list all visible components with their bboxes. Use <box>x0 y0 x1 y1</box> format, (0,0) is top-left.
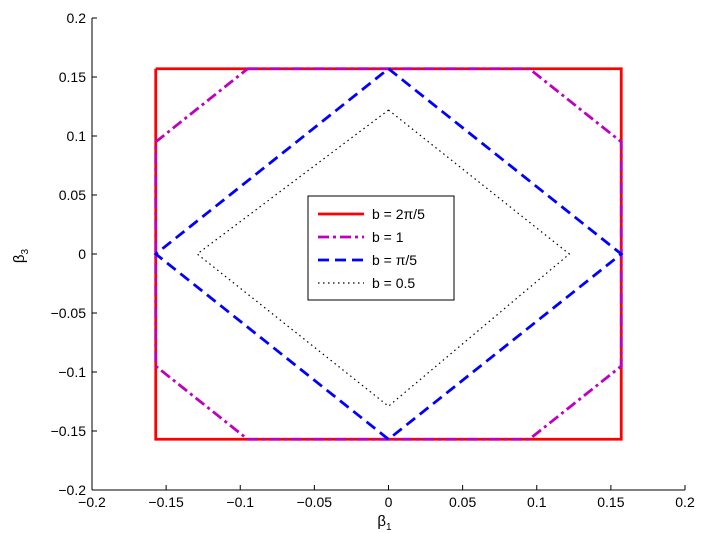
y-tick-label: −0.15 <box>51 423 87 439</box>
legend: b = 2π/5 b = 1 b = π/5 b = 0.5 <box>307 195 455 301</box>
x-tick-label: 0.2 <box>675 494 695 510</box>
series-line-3 <box>153 67 624 442</box>
y-tick-label: −0.2 <box>58 482 86 498</box>
y-axis-label: β3 <box>11 248 31 263</box>
x-tick-label: 0 <box>385 494 393 510</box>
chart-axes: −0.2 −0.15 −0.1 −0.05 0 0.05 0.1 0.15 0.2 −0.2 −0.… <box>11 10 695 533</box>
x-tick-label: 0.15 <box>597 494 624 510</box>
y-tick-label: −0.05 <box>51 305 87 321</box>
x-tick-label: 0.1 <box>527 494 547 510</box>
y-tick-label: −0.1 <box>58 364 86 380</box>
y-tick-label: 0.15 <box>59 69 86 85</box>
legend-label-4: b = 0.5 <box>372 275 415 291</box>
y-tick-label: 0.1 <box>67 128 87 144</box>
x-tick-label: −0.1 <box>226 494 254 510</box>
y-tick-label: 0 <box>78 246 86 262</box>
x-tick-label: −0.15 <box>148 494 184 510</box>
x-tick-label: −0.2 <box>78 494 106 510</box>
x-axis-label: β1 <box>377 513 392 533</box>
x-tick-label: −0.05 <box>297 494 333 510</box>
legend-label-2: b = 1 <box>372 229 404 245</box>
legend-label-1: b = 2π/5 <box>372 206 425 222</box>
y-tick-label: 0.2 <box>67 10 87 26</box>
y-tick-label: 0.05 <box>59 187 86 203</box>
x-tick-label: 0.05 <box>449 494 476 510</box>
legend-label-3: b = π/5 <box>372 252 417 268</box>
chart-marks <box>153 67 624 442</box>
